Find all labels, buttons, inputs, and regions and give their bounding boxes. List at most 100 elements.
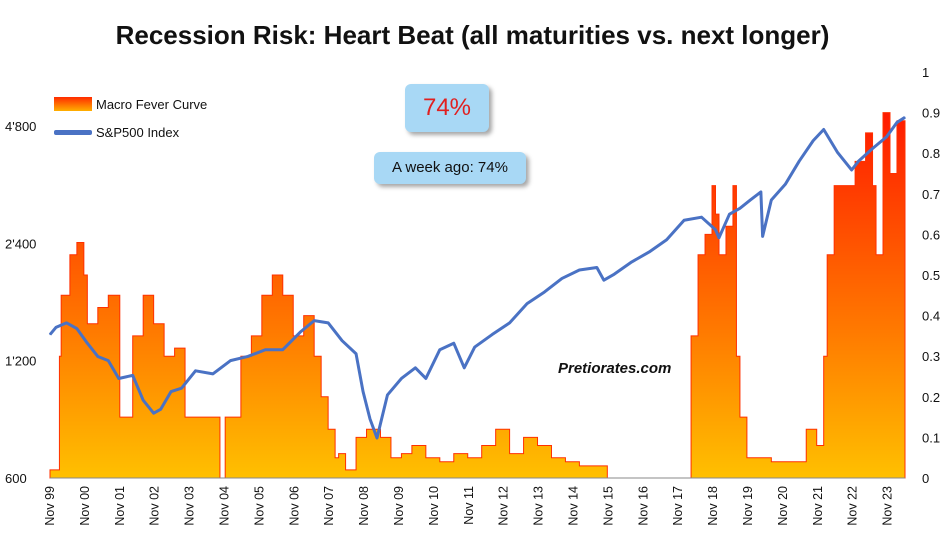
- sp500-point: [327, 322, 329, 324]
- sp500-point: [760, 191, 762, 193]
- sp500-point: [613, 273, 615, 275]
- x-axis-tick-label: Nov 99: [43, 486, 57, 526]
- sp500-point: [728, 213, 731, 215]
- right-axis-tick-label: 0: [922, 471, 929, 486]
- right-axis-tick-label: 0.8: [922, 146, 940, 161]
- sp500-point: [491, 333, 493, 336]
- x-axis-tick-label: Nov 06: [287, 486, 301, 526]
- x-axis-tick-label: Nov 10: [427, 486, 441, 526]
- week-ago-callout: A week ago: 74%: [374, 152, 526, 184]
- sp500-point: [770, 199, 772, 201]
- sp500-point: [107, 360, 109, 362]
- right-axis-tick-label: 0.9: [922, 106, 940, 121]
- sp500-point: [194, 370, 197, 372]
- sp500-point: [55, 326, 57, 329]
- sp500-point: [76, 327, 78, 330]
- watermark: Pretiorates.com: [558, 360, 672, 377]
- sp500-point: [896, 121, 898, 124]
- x-axis-tick-label: Nov 01: [113, 486, 127, 526]
- x-axis-tick-label: Nov 12: [497, 486, 511, 526]
- legend-item-sp500: S&P500 Index: [54, 118, 207, 146]
- x-axis-tick-label: Nov 11: [462, 486, 476, 525]
- sp500-point: [97, 355, 99, 358]
- sp500-point: [837, 152, 839, 154]
- sp500-point: [400, 377, 403, 380]
- sp500-point: [86, 342, 88, 344]
- sp500-point: [683, 219, 685, 221]
- sp500-point: [543, 291, 546, 293]
- x-axis-tick-label: Nov 22: [846, 486, 860, 526]
- sp500-point: [376, 437, 378, 439]
- left-axis-tick-label: 1'200: [5, 354, 36, 369]
- x-axis-tick-label: Nov 05: [252, 486, 266, 526]
- current-risk-callout: 74%: [405, 84, 489, 132]
- x-axis-tick-label: Nov 15: [601, 486, 615, 526]
- x-axis-tick-label: Nov 07: [322, 486, 336, 526]
- sp500-point: [212, 373, 214, 375]
- sp500-point: [247, 355, 249, 358]
- left-axis-tick-label: 600: [5, 471, 27, 486]
- legend: Macro Fever Curve S&P500 Index: [54, 90, 207, 146]
- right-axis-tick-label: 0.2: [922, 390, 940, 405]
- legend-item-fever: Macro Fever Curve: [54, 90, 207, 118]
- x-axis-tick-label: Nov 20: [776, 486, 790, 526]
- sp500-point: [749, 199, 752, 201]
- legend-label-fever: Macro Fever Curve: [96, 96, 208, 112]
- left-axis-tick-label: 4'800: [5, 119, 36, 134]
- sp500-point: [132, 374, 134, 376]
- right-axis-tick-label: 0.3: [922, 349, 940, 364]
- sp500-point: [631, 261, 633, 263]
- x-axis-tick-label: Nov 03: [183, 486, 197, 526]
- sp500-point: [369, 418, 371, 420]
- right-axis-tick-label: 0.5: [922, 268, 940, 283]
- sp500-point: [49, 333, 51, 336]
- sp500-point: [282, 349, 284, 351]
- sp500-point: [596, 266, 598, 269]
- sp500-point: [118, 377, 120, 380]
- x-axis-tick-label: Nov 19: [741, 486, 755, 526]
- right-axis-tick-label: 0.4: [922, 309, 940, 324]
- legend-swatch-sp500: [54, 129, 92, 135]
- sp500-point: [463, 367, 465, 369]
- legend-swatch-fever: [54, 97, 92, 111]
- sp500-point: [313, 320, 315, 322]
- sp500-point: [355, 353, 357, 355]
- x-axis-tick-label: Nov 08: [357, 486, 371, 526]
- sp500-point: [851, 169, 853, 171]
- chart-title: Recession Risk: Heart Beat (all maturiti…: [115, 20, 830, 50]
- x-axis-tick-label: Nov 13: [532, 486, 546, 526]
- left-axis-tick-label: 2'400: [5, 236, 36, 251]
- sp500-point: [439, 349, 441, 351]
- sp500-point: [784, 183, 786, 185]
- sp500-point: [871, 147, 874, 150]
- sp500-point: [362, 390, 364, 393]
- sp500-point: [812, 140, 814, 142]
- sp500-point: [578, 269, 581, 271]
- x-axis-tick-label: Nov 04: [217, 486, 231, 526]
- sp500-point: [180, 387, 183, 389]
- sp500-point: [718, 237, 720, 239]
- sp500-point: [425, 377, 427, 380]
- x-axis-tick-label: Nov 14: [566, 486, 580, 526]
- sp500-point: [762, 235, 764, 237]
- sp500-point: [603, 279, 605, 281]
- right-axis-tick-label: 0.1: [922, 430, 940, 445]
- sp500-point: [170, 390, 172, 393]
- sp500-point: [229, 360, 232, 362]
- sp500-point: [700, 216, 703, 218]
- series-macro-fever-curve: [49, 112, 906, 479]
- sp500-point: [526, 303, 528, 305]
- sp500-point: [739, 207, 741, 209]
- x-axis-tick-label: Nov 00: [78, 486, 92, 526]
- sp500-point: [160, 408, 162, 410]
- sp500-point: [386, 394, 389, 396]
- sp500-point: [414, 367, 416, 369]
- sp500-point: [453, 342, 455, 344]
- sp500-point: [798, 160, 800, 162]
- x-axis-tick-label: Nov 17: [671, 486, 685, 526]
- x-axis-tick-label: Nov 09: [392, 486, 406, 526]
- x-axis-tick-label: Nov 18: [706, 486, 720, 526]
- sp500-point: [153, 412, 155, 414]
